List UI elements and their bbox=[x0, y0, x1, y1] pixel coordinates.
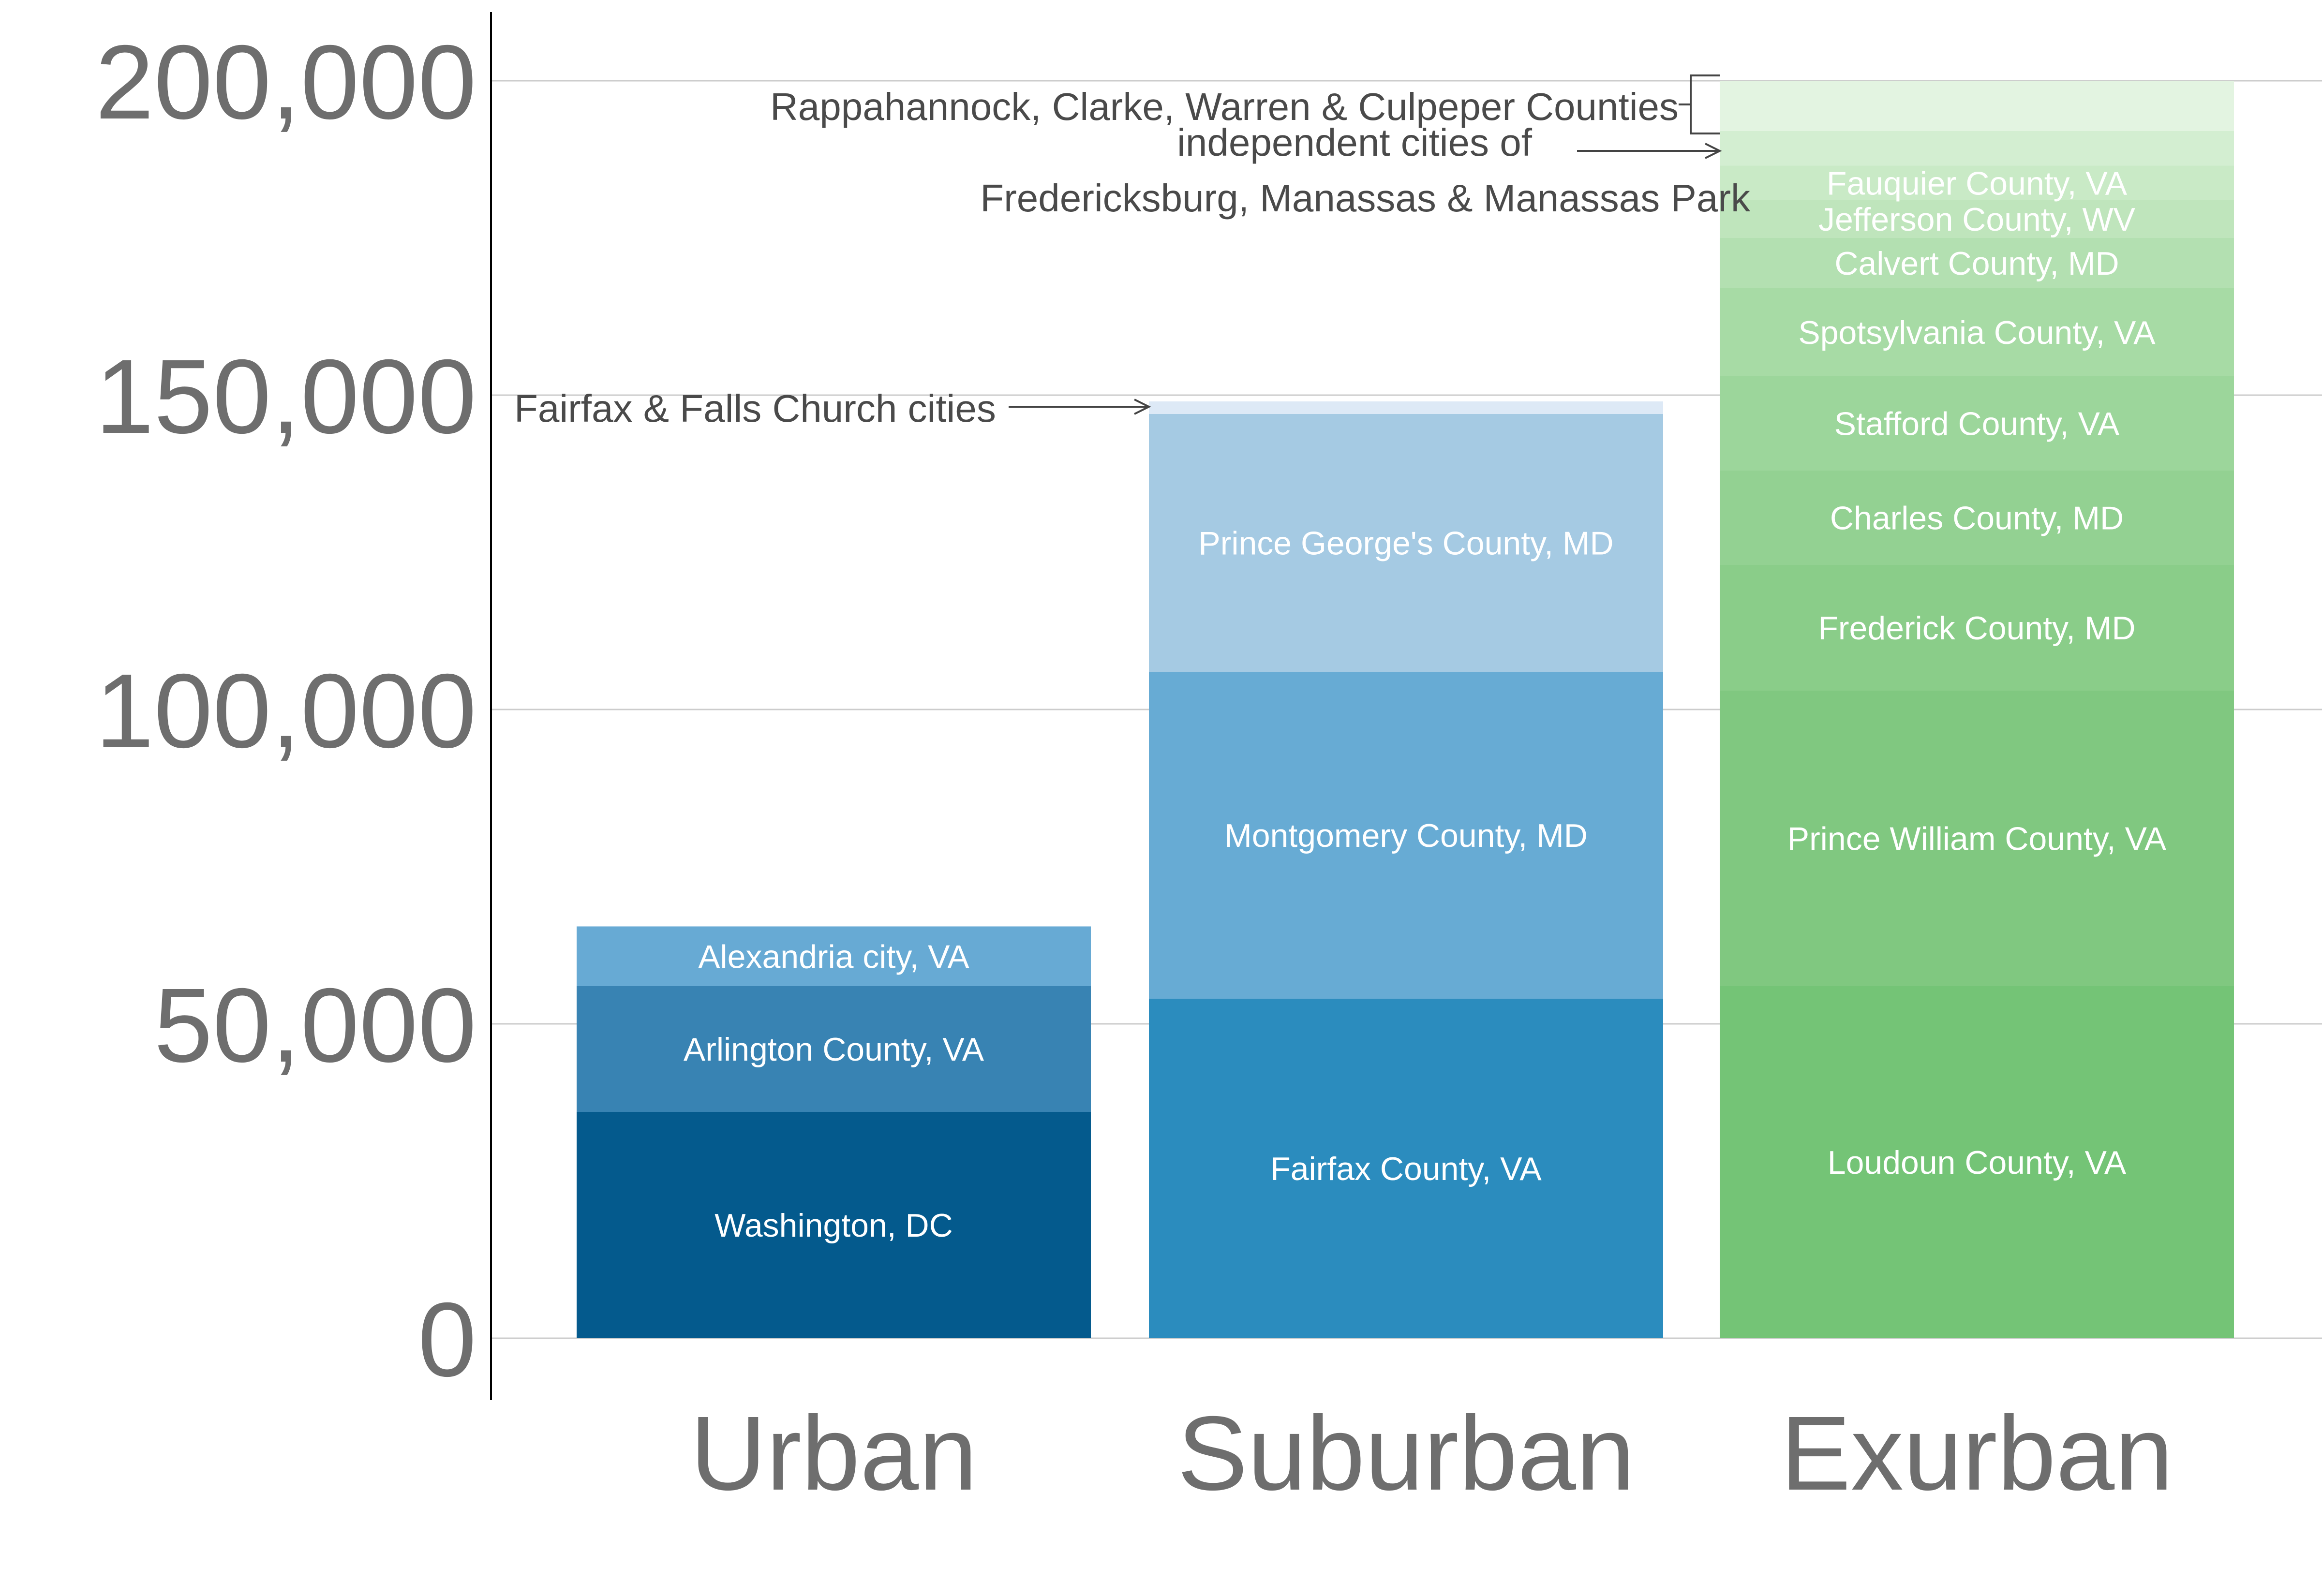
bar-segment-exurban-4 bbox=[1720, 376, 2234, 471]
arrow-independent-cities bbox=[1577, 143, 1722, 159]
segment-label-exurban-3: Charles County, MD bbox=[1830, 500, 2124, 537]
segment-label-urban-0: Washington, DC bbox=[714, 1207, 953, 1244]
segment-label-exurban-5: Spotsylvania County, VA bbox=[1798, 314, 2156, 351]
bar-segment-exurban-2 bbox=[1720, 565, 2234, 691]
bracket-rappahannock-counties bbox=[1679, 74, 1720, 134]
bar-segment-exurban-8 bbox=[1720, 165, 2234, 200]
annotation-independent-cities-line2: Fredericksburg, Manassas & Manassas Park bbox=[980, 177, 1751, 220]
segment-label-exurban-6: Calvert County, MD bbox=[1834, 245, 2119, 282]
bar-segment-exurban-5 bbox=[1720, 288, 2234, 376]
x-tick-label-exurban: Exurban bbox=[1781, 1395, 2173, 1512]
bar-segment-suburban-2 bbox=[1149, 414, 1663, 672]
segment-label-suburban-2: Prince George's County, MD bbox=[1198, 525, 1613, 562]
y-tick-label-0: 0 bbox=[418, 1281, 476, 1399]
x-tick-label-suburban: Suburban bbox=[1177, 1395, 1635, 1512]
bar-segment-exurban-6 bbox=[1720, 238, 2234, 288]
bar-segment-urban-1 bbox=[577, 986, 1091, 1112]
bar-segment-urban-0 bbox=[577, 1112, 1091, 1338]
arrow-fairfax-falls-church bbox=[1009, 399, 1151, 415]
bars bbox=[577, 81, 2234, 1338]
y-tick-label-2: 100,000 bbox=[95, 652, 476, 770]
annotations: Fairfax & Falls Church cities Rappahanno… bbox=[514, 74, 1751, 430]
bar-segment-suburban-1 bbox=[1149, 672, 1663, 999]
annotation-rappahannock-counties: Rappahannock, Clarke, Warren & Culpeper … bbox=[770, 85, 1679, 128]
bar-segment-exurban-9 bbox=[1720, 131, 2234, 166]
y-tick-label-3: 150,000 bbox=[95, 338, 476, 456]
segment-labels: Washington, DC Arlington County, VA Alexan… bbox=[684, 165, 2167, 1244]
bar-segment-exurban-0 bbox=[1720, 986, 2234, 1338]
annotation-independent-cities-line1: independent cities of bbox=[1177, 121, 1533, 164]
segment-label-exurban-1: Prince William County, VA bbox=[1787, 821, 2167, 857]
bar-segment-exurban-1 bbox=[1720, 691, 2234, 986]
bar-segment-exurban-7 bbox=[1720, 200, 2234, 238]
x-tick-label-urban: Urban bbox=[690, 1395, 978, 1512]
bar-segment-suburban-3 bbox=[1149, 401, 1663, 414]
y-tick-label-4: 200,000 bbox=[95, 24, 476, 141]
y-tick-labels: 0 50,000 100,000 150,000 200,000 bbox=[95, 24, 476, 1399]
segment-label-suburban-1: Montgomery County, MD bbox=[1224, 817, 1588, 854]
bar-segment-suburban-0 bbox=[1149, 999, 1663, 1338]
segment-label-exurban-7: Jefferson County, WV bbox=[1818, 201, 2136, 238]
segment-label-urban-2: Alexandria city, VA bbox=[698, 938, 969, 975]
bar-segment-exurban-3 bbox=[1720, 471, 2234, 565]
segment-label-urban-1: Arlington County, VA bbox=[684, 1031, 984, 1068]
segment-label-exurban-4: Stafford County, VA bbox=[1834, 406, 2120, 443]
bar-segment-urban-2 bbox=[577, 926, 1091, 986]
segment-label-exurban-2: Frederick County, MD bbox=[1818, 610, 2135, 647]
x-tick-labels: Urban Suburban Exurban bbox=[690, 1395, 2173, 1512]
segment-label-exurban-8: Fauquier County, VA bbox=[1827, 165, 2128, 202]
y-tick-label-1: 50,000 bbox=[154, 967, 476, 1084]
segment-label-suburban-0: Fairfax County, VA bbox=[1270, 1151, 1542, 1187]
annotation-fairfax-falls-church: Fairfax & Falls Church cities bbox=[514, 387, 996, 430]
segment-label-exurban-0: Loudoun County, VA bbox=[1828, 1144, 2127, 1181]
bar-segment-exurban-10 bbox=[1720, 81, 2234, 131]
